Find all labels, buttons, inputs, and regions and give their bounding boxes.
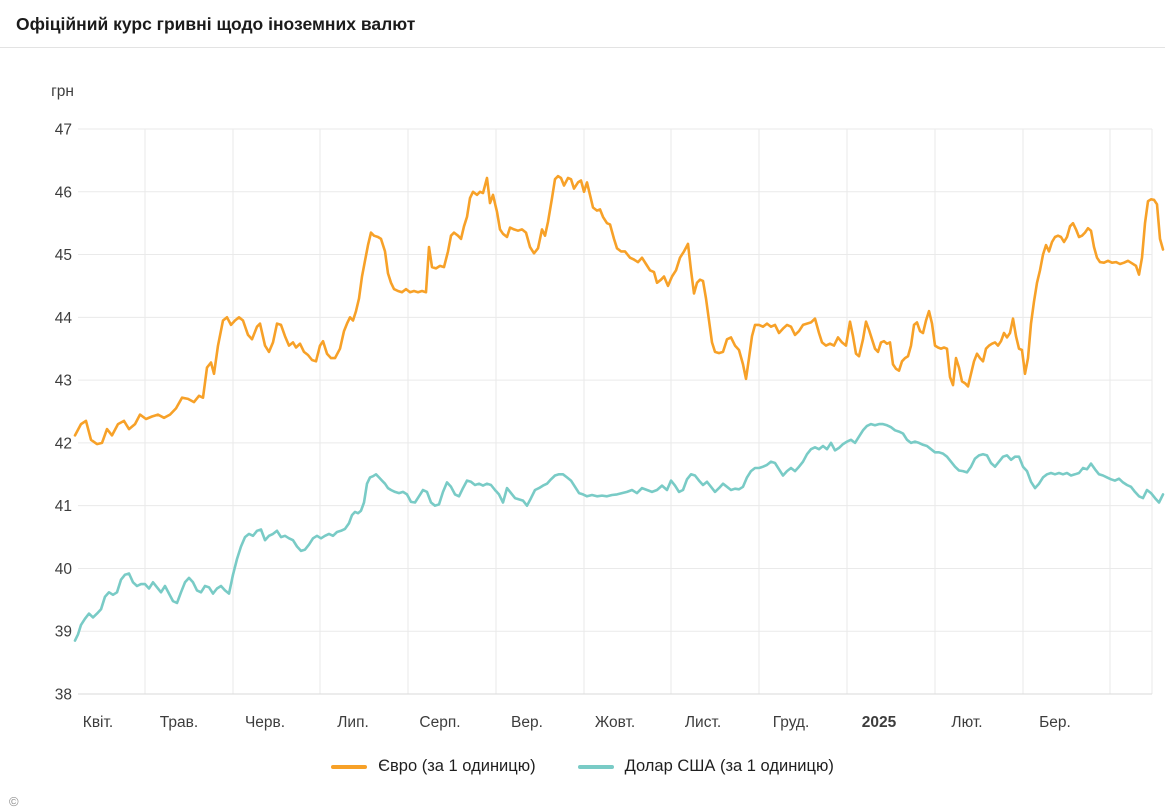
x-tick-label: 2025 <box>862 714 897 731</box>
legend-label-usd: Долар США (за 1 одиницю) <box>624 757 834 775</box>
x-tick-label: Лют. <box>951 714 982 731</box>
y-tick-label: 42 <box>55 435 72 452</box>
legend: Євро (за 1 одиницю) Долар США (за 1 один… <box>0 757 1165 776</box>
y-tick-label: 40 <box>55 561 73 578</box>
footer-copyright: © <box>9 794 19 809</box>
x-tick-label: Груд. <box>773 714 810 731</box>
legend-label-euro: Євро (за 1 одиницю) <box>378 757 536 775</box>
x-tick-label: Лип. <box>337 714 369 731</box>
page-title: Офіційний курс гривні щодо іноземних вал… <box>16 14 416 34</box>
x-tick-label: Вер. <box>511 714 543 731</box>
legend-item-euro[interactable]: Євро (за 1 одиницю) <box>331 757 536 776</box>
x-tick-label: Жовт. <box>595 714 635 731</box>
y-tick-label: 45 <box>55 247 72 264</box>
x-tick-label: Серп. <box>419 714 460 731</box>
y-tick-label: 39 <box>55 624 72 641</box>
euro-line <box>73 174 1165 446</box>
y-tick-label: 47 <box>55 122 72 139</box>
y-tick-label: 44 <box>55 310 73 327</box>
y-axis-unit-label: грн <box>51 83 74 100</box>
legend-swatch-usd <box>577 764 614 769</box>
y-tick-label: 38 <box>55 687 72 704</box>
x-tick-label: Бер. <box>1039 714 1071 731</box>
y-tick-label: 46 <box>55 184 72 201</box>
y-tick-label: 43 <box>55 373 72 390</box>
exchange-rate-chart: 38 39 40 41 42 43 44 45 46 47 грн Квіт. Трав. Черв. Ли… <box>51 83 1165 731</box>
chart-area: 38 39 40 41 42 43 44 45 46 47 грн Квіт. Трав. Черв. Ли… <box>0 48 1165 753</box>
legend-item-usd[interactable]: Долар США (за 1 одиницю) <box>577 757 834 776</box>
usd-line <box>73 422 1165 642</box>
legend-swatch-euro <box>331 764 368 769</box>
x-tick-label: Черв. <box>245 714 285 731</box>
x-tick-label: Трав. <box>160 714 198 731</box>
x-tick-label: Лист. <box>685 714 721 731</box>
x-tick-label: Квіт. <box>83 714 113 731</box>
header: Офіційний курс гривні щодо іноземних вал… <box>0 0 1165 48</box>
y-tick-label: 41 <box>55 498 72 515</box>
